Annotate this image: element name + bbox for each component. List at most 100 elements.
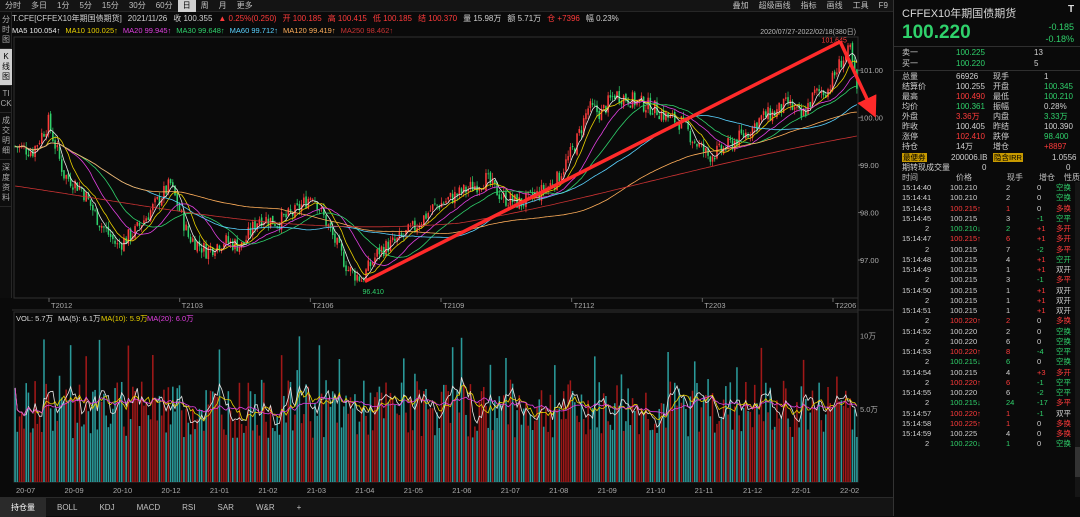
date-tick-label: 20-07 <box>16 486 35 495</box>
tick-nature: 双开 <box>1056 285 1071 295</box>
volume-bar <box>747 410 749 482</box>
candle-body <box>616 91 618 98</box>
indicator-tab-5[interactable]: SAR <box>217 502 234 512</box>
candle-body <box>227 236 230 243</box>
high-label: 101.645 <box>822 38 847 45</box>
tick-row: 15:14:40 100.210 2 0 空换 <box>894 183 1074 193</box>
left-tab-3[interactable]: 成交明细 <box>0 113 12 160</box>
candle-body <box>43 133 45 137</box>
indicator-tab-3[interactable]: MACD <box>136 502 161 512</box>
candle-body <box>218 245 221 251</box>
period-tab-5[interactable]: 30分 <box>128 0 146 10</box>
stat-value: +8897 <box>1044 142 1067 151</box>
kline-chart[interactable]: 101.00 100.00 99.00 98.00 97.00 2020/07/27-20… <box>0 0 893 497</box>
tool-button-2[interactable]: 指标 <box>800 0 817 10</box>
tick-price: 100.215 <box>950 306 978 315</box>
volume-bar <box>594 356 596 482</box>
candle-body <box>711 156 714 162</box>
candle-body <box>805 110 807 116</box>
indicator-tab-1[interactable]: BOLL <box>57 502 78 512</box>
left-tab-2[interactable]: TICK <box>0 86 12 113</box>
ticks-scrollbar[interactable] <box>1075 182 1080 497</box>
period-tab-4[interactable]: 15分 <box>101 0 119 10</box>
volume-bar <box>551 437 554 482</box>
candle-body <box>496 182 498 196</box>
left-tab-1[interactable]: K线图 <box>0 49 12 86</box>
volume-bar <box>98 339 101 482</box>
left-tab-0[interactable]: 分时图 <box>0 12 12 49</box>
candle-body <box>343 251 345 267</box>
tick-oi: +1 <box>1037 224 1046 233</box>
tool-button-4[interactable]: 工具 <box>852 0 869 10</box>
tick-nature: 空换 <box>1056 439 1071 449</box>
date-tick-label: 21-03 <box>307 486 326 495</box>
volume-bar <box>678 388 680 482</box>
candle-body <box>427 212 430 218</box>
candle-body <box>780 104 783 113</box>
volume-bar <box>118 402 121 482</box>
volume-bar <box>47 393 50 482</box>
tick-price: 100.220↑ <box>950 377 981 387</box>
indicator-tab-4[interactable]: RSI <box>182 502 196 512</box>
tick-qty: 7 <box>1006 244 1011 254</box>
candle-body <box>123 237 125 251</box>
left-tab-4[interactable]: 深度资料 <box>0 160 12 207</box>
candle-body <box>702 143 705 152</box>
period-tab-6[interactable]: 60分 <box>155 0 173 10</box>
volume-bar <box>343 406 345 482</box>
volume-bar <box>454 399 456 482</box>
volume-bar <box>87 411 90 482</box>
period-tab-1[interactable]: 多日 <box>31 0 47 10</box>
indicator-tab-2[interactable]: KDJ <box>99 502 115 512</box>
tick-qty: 4 <box>1006 367 1011 377</box>
period-tab-8[interactable]: 周 <box>200 0 209 10</box>
volume-bar <box>662 403 665 482</box>
candle-body <box>407 224 410 232</box>
tool-button-1[interactable]: 超级画线 <box>758 0 791 10</box>
volume-bar <box>856 436 858 482</box>
indicator-tab-0[interactable]: 持仓量 <box>0 497 46 517</box>
period-tab-3[interactable]: 5分 <box>79 0 92 10</box>
candle-body <box>574 148 576 154</box>
trend-arrow-down[interactable] <box>838 41 877 118</box>
close-value: 收 100.355 <box>173 13 213 23</box>
stat-value: 1 <box>1044 72 1049 81</box>
candle-body <box>505 192 507 206</box>
volume-bar <box>607 421 609 482</box>
volume-bar <box>729 382 732 482</box>
indicator-tab-7[interactable]: + <box>296 502 302 512</box>
indicator-tab-6[interactable]: W&R <box>255 502 275 512</box>
tool-button-5[interactable]: F9 <box>878 0 888 10</box>
period-tab-10[interactable]: 更多 <box>236 0 253 10</box>
stat-value: 3.33万 <box>1044 112 1068 121</box>
period-tab-0[interactable]: 分时 <box>5 0 21 10</box>
scroll-knob[interactable] <box>1075 447 1080 477</box>
candle-body <box>120 244 123 250</box>
volume-bar <box>480 391 483 482</box>
t-menu-icon[interactable]: T <box>1068 4 1075 15</box>
vol-label: VOL: 5.7万 <box>16 314 54 323</box>
candle-body <box>396 237 398 241</box>
date-tick-label: 21-02 <box>258 486 277 495</box>
period-tab-2[interactable]: 1分 <box>57 0 70 10</box>
volume-bar <box>340 427 343 482</box>
ask-qty: 13 <box>1034 48 1043 57</box>
volume-bar <box>731 429 734 482</box>
volume-bar <box>36 423 39 482</box>
volume-bar <box>198 408 201 482</box>
volume-bar <box>831 407 834 482</box>
period-tab-7[interactable]: 日 <box>177 0 196 12</box>
candle-body <box>260 217 263 227</box>
tool-button-3[interactable]: 画线 <box>826 0 843 10</box>
candle-body <box>578 129 581 133</box>
period-tab-9[interactable]: 月 <box>218 0 227 10</box>
candle-body <box>391 237 394 241</box>
candle-body <box>600 108 603 121</box>
y-tick-label: 100.00 <box>860 114 883 123</box>
tick-qty: 2 <box>1006 183 1011 192</box>
volume-bar <box>383 418 385 482</box>
tool-button-0[interactable]: 叠加 <box>732 0 749 10</box>
volume-bar <box>547 431 549 482</box>
volume-bar <box>560 419 563 482</box>
